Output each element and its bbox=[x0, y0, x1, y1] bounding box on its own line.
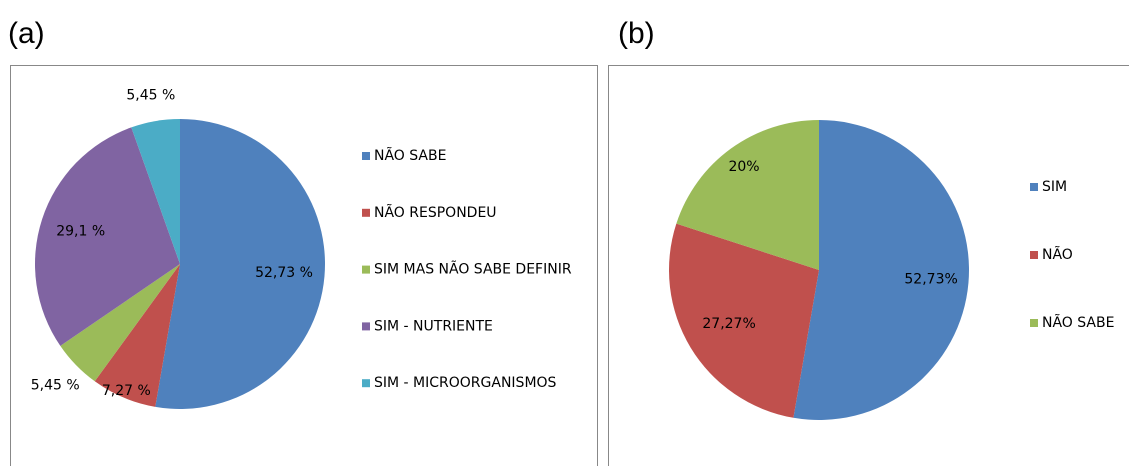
legend-swatch bbox=[362, 379, 370, 388]
legend-swatch bbox=[362, 208, 370, 217]
legend-label: SIM MAS NÃO SABE DEFINIR bbox=[374, 261, 572, 278]
pie-slice bbox=[669, 223, 819, 418]
data-label: 5,45 % bbox=[31, 377, 80, 393]
pie-slice bbox=[793, 120, 970, 420]
data-label: 52,73% bbox=[904, 272, 957, 288]
legend-swatch bbox=[362, 265, 370, 274]
legend-label: NÃO SABE bbox=[1042, 314, 1114, 331]
panel-label: (a) bbox=[8, 17, 45, 50]
pie-slice bbox=[94, 264, 180, 407]
legend-label: SIM - NUTRIENTE bbox=[374, 318, 493, 334]
pie-slice bbox=[155, 119, 325, 409]
legend-swatch bbox=[1030, 319, 1038, 327]
data-label: 52,73 % bbox=[255, 265, 313, 281]
legend-swatch bbox=[1030, 183, 1038, 191]
legend-label: NÃO RESPONDEU bbox=[374, 204, 497, 221]
data-label: 29,1 % bbox=[56, 224, 105, 240]
pie-slice bbox=[131, 119, 180, 264]
pie-slice bbox=[34, 127, 180, 346]
pie-slice bbox=[676, 120, 819, 270]
data-label: 27,27% bbox=[702, 316, 755, 332]
legend-swatch bbox=[362, 152, 370, 160]
panel-label: (b) bbox=[618, 17, 655, 50]
data-label: 20% bbox=[728, 159, 759, 175]
legend-label: SIM bbox=[1042, 179, 1067, 195]
legend-swatch bbox=[1030, 251, 1038, 259]
data-label: 5,45 % bbox=[126, 87, 175, 103]
legend-label: NÃO bbox=[1042, 246, 1073, 263]
legend-swatch bbox=[362, 322, 370, 331]
pie-slice bbox=[60, 264, 180, 382]
data-label: 7,27 % bbox=[102, 383, 151, 399]
legend-label: NÃO SABE bbox=[374, 147, 446, 164]
legend-label: SIM - MICROORGANISMOS bbox=[374, 375, 557, 391]
